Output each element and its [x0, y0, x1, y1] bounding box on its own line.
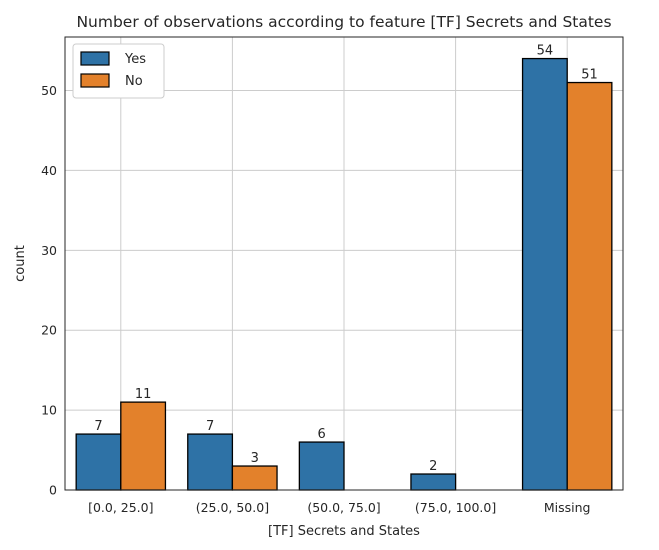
- y-tick-label: 30: [41, 243, 57, 258]
- x-tick-label: (50.0, 75.0]: [307, 500, 380, 515]
- legend: Yes No: [72, 43, 165, 99]
- plot-frame: [64, 36, 624, 491]
- bar-yes-4: [521, 57, 568, 491]
- bar-labels: 7 7 6 2 54 11 3 51: [94, 44, 597, 474]
- bar-yes-1: [187, 433, 234, 491]
- chart-title: Number of observations according to feat…: [76, 13, 611, 31]
- x-tick-label: Missing: [544, 500, 591, 515]
- y-axis-label: count: [13, 245, 28, 282]
- y-tick-label: 40: [41, 163, 57, 178]
- bar-no-4: [566, 81, 613, 491]
- y-tick-label: 20: [41, 323, 57, 338]
- bar-yes-0: [75, 433, 122, 491]
- y-tick-label: 0: [49, 483, 57, 498]
- bar-value-label: 7: [94, 419, 102, 434]
- y-tick-label: 50: [41, 83, 57, 98]
- bar-yes-2: [298, 441, 345, 491]
- legend-swatch-yes: [80, 51, 110, 66]
- x-axis-label: [TF] Secrets and States: [268, 524, 420, 539]
- legend-swatch-no: [80, 73, 110, 88]
- y-axis-ticks: 0 10 20 30 40 50: [41, 83, 57, 497]
- bar-no-0: [120, 401, 167, 491]
- bar-value-label: 6: [318, 427, 326, 442]
- bar-value-label: 54: [537, 44, 554, 59]
- bar-value-label: 3: [251, 451, 259, 466]
- x-tick-label: [0.0, 25.0]: [88, 500, 153, 515]
- bar-value-label: 2: [429, 459, 437, 474]
- bar-yes-3: [410, 473, 457, 491]
- bar-value-label: 7: [206, 419, 214, 434]
- legend-label-no: No: [125, 74, 143, 89]
- x-axis-ticks: [0.0, 25.0] (25.0, 50.0] (50.0, 75.0] (75.0…: [88, 500, 590, 515]
- x-tick-label: (25.0, 50.0]: [196, 500, 269, 515]
- bar-no-1: [231, 465, 278, 491]
- bar-value-label: 11: [135, 387, 152, 402]
- bars: [75, 57, 613, 491]
- legend-label-yes: Yes: [124, 52, 146, 67]
- y-tick-label: 10: [41, 403, 57, 418]
- bar-value-label: 51: [581, 68, 598, 83]
- x-tick-label: (75.0, 100.0]: [415, 500, 496, 515]
